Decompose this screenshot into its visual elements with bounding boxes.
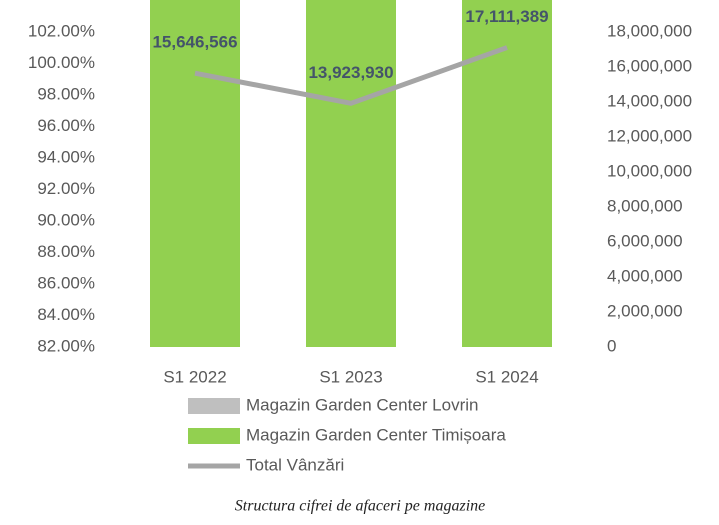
y2-tick-label: 6,000,000 xyxy=(607,231,683,250)
y2-tick-label: 0 xyxy=(607,336,616,355)
legend-swatch xyxy=(188,428,240,444)
y2-tick-label: 14,000,000 xyxy=(607,91,692,110)
y-tick-label: 100.00% xyxy=(28,53,95,72)
y2-tick-label: 4,000,000 xyxy=(607,266,683,285)
x-tick-label: S1 2024 xyxy=(475,367,538,386)
bar-segment xyxy=(150,0,240,347)
y-tick-label: 98.00% xyxy=(37,84,95,103)
caption: Structura cifrei de afaceri pe magazine xyxy=(235,498,485,515)
y2-tick-label: 10,000,000 xyxy=(607,161,692,180)
y-tick-label: 84.00% xyxy=(37,305,95,324)
y-tick-label: 82.00% xyxy=(37,336,95,355)
y-tick-label: 90.00% xyxy=(37,210,95,229)
line-label: 17,111,389 xyxy=(465,7,548,26)
y2-tick-label: 12,000,000 xyxy=(607,126,692,145)
y-tick-label: 86.00% xyxy=(37,273,95,292)
y2-tick-label: 2,000,000 xyxy=(607,301,683,320)
y2-tick-label: 8,000,000 xyxy=(607,196,683,215)
legend-label: Total Vânzări xyxy=(246,455,344,474)
x-tick-label: S1 2022 xyxy=(163,367,226,386)
y2-tick-label: 18,000,000 xyxy=(607,21,692,40)
line-label: 13,923,930 xyxy=(308,63,393,82)
y-tick-label: 88.00% xyxy=(37,242,95,261)
bar-segment xyxy=(462,0,552,347)
legend-label: Magazin Garden Center Timișoara xyxy=(246,425,506,444)
y-tick-label: 102.00% xyxy=(28,21,95,40)
y-tick-label: 92.00% xyxy=(37,179,95,198)
legend-swatch xyxy=(188,398,240,414)
line-label: 15,646,566 xyxy=(152,33,237,52)
legend-label: Magazin Garden Center Lovrin xyxy=(246,395,478,414)
y-tick-label: 96.00% xyxy=(37,116,95,135)
line xyxy=(194,45,508,106)
bar-segment xyxy=(306,0,396,347)
x-tick-label: S1 2023 xyxy=(319,367,382,386)
y-tick-label: 94.00% xyxy=(37,147,95,166)
y2-tick-label: 16,000,000 xyxy=(607,56,692,75)
